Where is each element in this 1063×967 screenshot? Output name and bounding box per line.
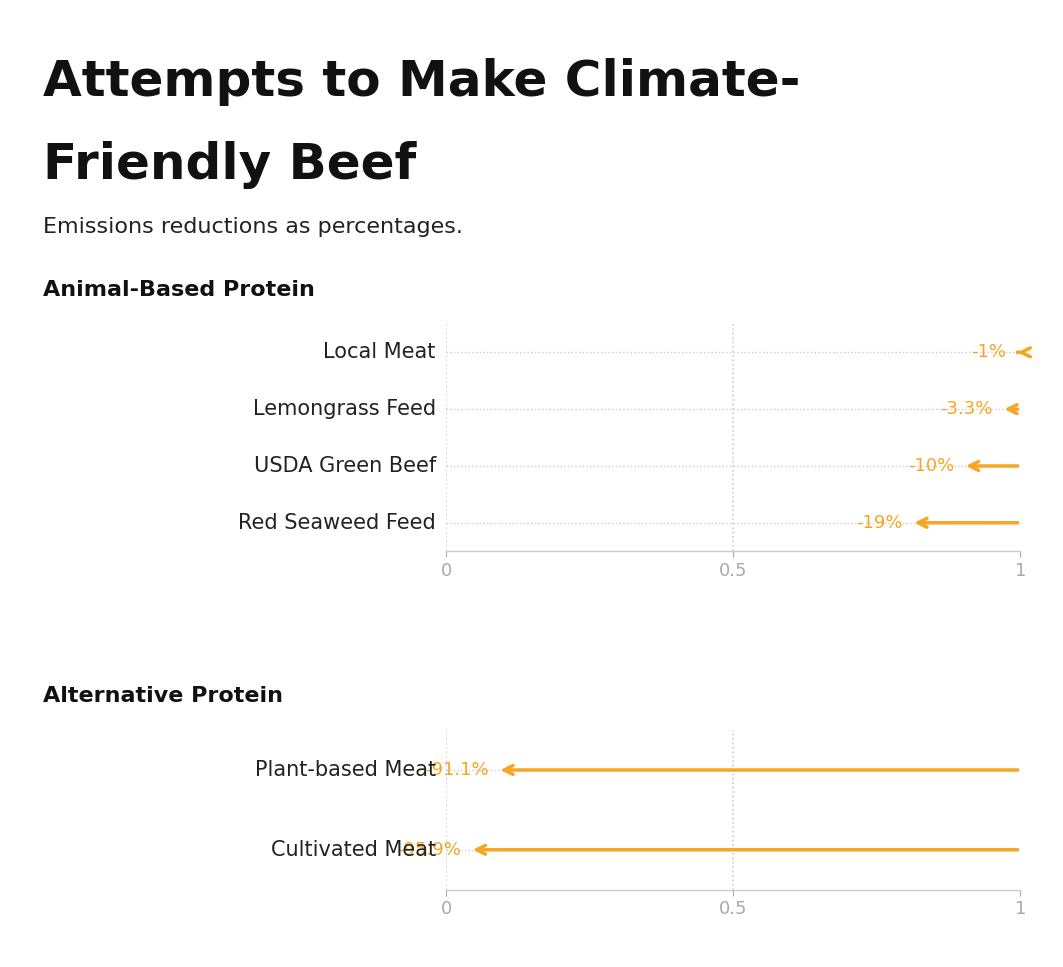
Text: -3.3%: -3.3%	[941, 400, 993, 418]
Text: Cultivated Meat: Cultivated Meat	[271, 839, 436, 860]
Text: -19%: -19%	[857, 513, 902, 532]
Text: Attempts to Make Climate-: Attempts to Make Climate-	[43, 58, 800, 106]
Text: -1%: -1%	[972, 343, 1006, 362]
Text: -95.9%: -95.9%	[398, 840, 461, 859]
Text: Emissions reductions as percentages.: Emissions reductions as percentages.	[43, 217, 462, 237]
Text: -91.1%: -91.1%	[425, 761, 489, 779]
Text: -10%: -10%	[908, 457, 955, 475]
Text: Local Meat: Local Meat	[323, 342, 436, 363]
Text: Friendly Beef: Friendly Beef	[43, 140, 416, 189]
Text: Animal-Based Protein: Animal-Based Protein	[43, 279, 315, 300]
Text: Alternative Protein: Alternative Protein	[43, 686, 283, 706]
Text: Plant-based Meat: Plant-based Meat	[255, 760, 436, 780]
Text: USDA Green Beef: USDA Green Beef	[254, 456, 436, 476]
Text: Lemongrass Feed: Lemongrass Feed	[253, 399, 436, 419]
Text: Red Seaweed Feed: Red Seaweed Feed	[238, 513, 436, 533]
